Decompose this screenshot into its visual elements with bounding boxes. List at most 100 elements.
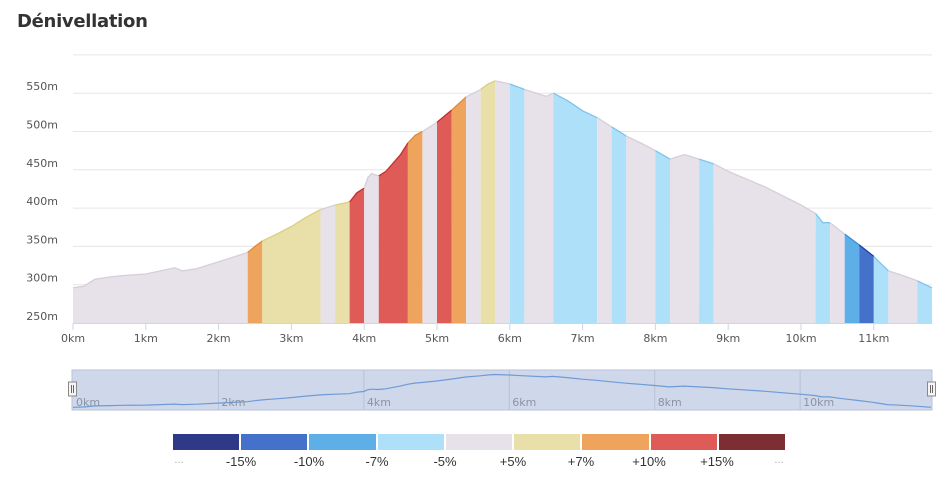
grade-segment xyxy=(349,188,365,323)
grade-segment-line xyxy=(247,240,263,253)
grade-segment xyxy=(466,89,481,324)
grade-lines xyxy=(72,80,933,289)
grade-segment-line xyxy=(422,121,438,133)
grade-segment-line xyxy=(465,88,482,98)
legend-label: -5% xyxy=(433,454,457,469)
y-tick-label: 500m xyxy=(26,119,58,132)
grade-segment xyxy=(495,80,510,324)
x-tick-label: 0km xyxy=(61,332,85,345)
grade-segment xyxy=(437,110,452,323)
grade-segment xyxy=(553,93,598,323)
grade-segments xyxy=(73,80,933,324)
legend-swatch xyxy=(718,434,785,450)
x-tick-label: 7km xyxy=(571,332,595,345)
grade-segment xyxy=(73,252,248,323)
chart-title: Dénivellation xyxy=(17,11,148,32)
grade-segment xyxy=(364,173,379,323)
legend-swatch xyxy=(650,434,719,450)
legend-swatch xyxy=(173,434,242,450)
legend-label: -15% xyxy=(225,454,257,469)
x-axis: 0km 1km 2km 3km 4km 5km 6km 7km 8km 9km 10km 11km xyxy=(61,323,933,345)
grade-segment xyxy=(669,154,700,323)
legend-swatch xyxy=(241,434,310,450)
x-tick-label: 1km xyxy=(134,332,158,345)
grade-segment xyxy=(247,241,263,323)
grade-segment-line xyxy=(815,213,831,224)
grade-segment-line xyxy=(698,158,714,165)
grade-segment xyxy=(335,202,350,323)
grade-segment xyxy=(480,80,496,324)
legend-label: +7% xyxy=(567,454,595,469)
grade-segment-line xyxy=(407,130,423,144)
grade-segment-line xyxy=(509,83,525,91)
legend-swatch xyxy=(445,434,515,450)
legend-label: -7% xyxy=(365,454,389,469)
x-tick-label: 2km xyxy=(207,332,231,345)
grade-segment-line xyxy=(495,80,510,85)
x-tick-label: 5km xyxy=(425,332,449,345)
x-tick-label: 6km xyxy=(498,332,522,345)
navigator-tick-label: 6km xyxy=(512,396,536,409)
grade-segment xyxy=(422,122,437,323)
grade-segment-line xyxy=(626,135,656,152)
navigator-tick-label: 2km xyxy=(221,396,245,409)
legend-label: +5% xyxy=(499,454,527,469)
legend-swatch xyxy=(309,434,378,450)
grade-segment-line xyxy=(349,187,365,203)
navigator-right-handle[interactable] xyxy=(927,381,936,397)
grade-segment-line xyxy=(873,255,889,272)
navigator-left-handle[interactable] xyxy=(68,381,77,397)
grade-segment-line xyxy=(888,270,918,282)
grade-segment-line xyxy=(844,233,860,246)
y-tick-label: 300m xyxy=(26,272,58,285)
grade-segment xyxy=(830,222,845,323)
grade-segment xyxy=(611,126,627,324)
legend-swatch xyxy=(377,434,446,450)
grade-segment xyxy=(524,89,554,324)
x-tick-label: 9km xyxy=(716,332,740,345)
x-tick-label: 8km xyxy=(643,332,667,345)
y-tick-label: 550m xyxy=(26,80,58,93)
legend-swatch xyxy=(514,434,583,450)
grade-legend: ... -15% -10% -7% -5% +5% +7% +10% +15%... xyxy=(173,434,785,474)
legend-color-bar xyxy=(173,434,785,450)
y-tick-label: 400m xyxy=(26,195,58,208)
grade-segment xyxy=(378,143,408,323)
grade-segment xyxy=(888,270,918,323)
y-tick-label: 250m xyxy=(26,310,58,323)
grade-segment xyxy=(859,244,874,323)
grade-segment-line xyxy=(858,244,875,257)
grade-segment xyxy=(655,150,670,323)
grade-segment xyxy=(844,234,860,323)
navigator[interactable]: 0km 2km 4km 6km 8km 10km xyxy=(0,365,951,415)
grade-segment-line xyxy=(436,109,453,123)
grade-segment xyxy=(917,280,933,323)
grade-segment-line xyxy=(596,117,613,128)
grade-segment-line xyxy=(320,204,336,211)
x-tick-label: 10km xyxy=(785,332,816,345)
navigator-tick-label: 0km xyxy=(76,396,100,409)
legend-label: +15% xyxy=(700,454,734,469)
grade-segment xyxy=(713,163,816,323)
grade-segment-line xyxy=(262,209,321,242)
grade-segment xyxy=(262,209,321,323)
grade-segment-line xyxy=(655,150,671,160)
navigator-tick-label: 4km xyxy=(367,396,391,409)
grade-segment-line xyxy=(378,142,409,177)
grade-segment-line xyxy=(669,153,700,160)
legend-swatch xyxy=(582,434,651,450)
x-tick-label: 11km xyxy=(858,332,889,345)
grade-segment-line xyxy=(451,96,467,111)
legend-label: ... xyxy=(174,454,184,466)
legend-label: ... xyxy=(774,454,784,466)
y-tick-label: 350m xyxy=(26,233,58,246)
legend-labels: ... -15% -10% -7% -5% +5% +7% +10% +15%... xyxy=(173,454,785,474)
grade-segment-line xyxy=(917,280,933,289)
grade-segment xyxy=(873,256,889,323)
navigator-tick-label: 8km xyxy=(658,396,682,409)
grade-segment xyxy=(626,136,656,323)
grade-segment xyxy=(407,131,423,323)
grade-segment xyxy=(509,84,525,323)
elevation-chart: 250m 300m 350m 400m 450m 500m 550m 0km 1km 2km 3k… xyxy=(26,54,933,345)
grade-segment-line xyxy=(611,126,627,137)
